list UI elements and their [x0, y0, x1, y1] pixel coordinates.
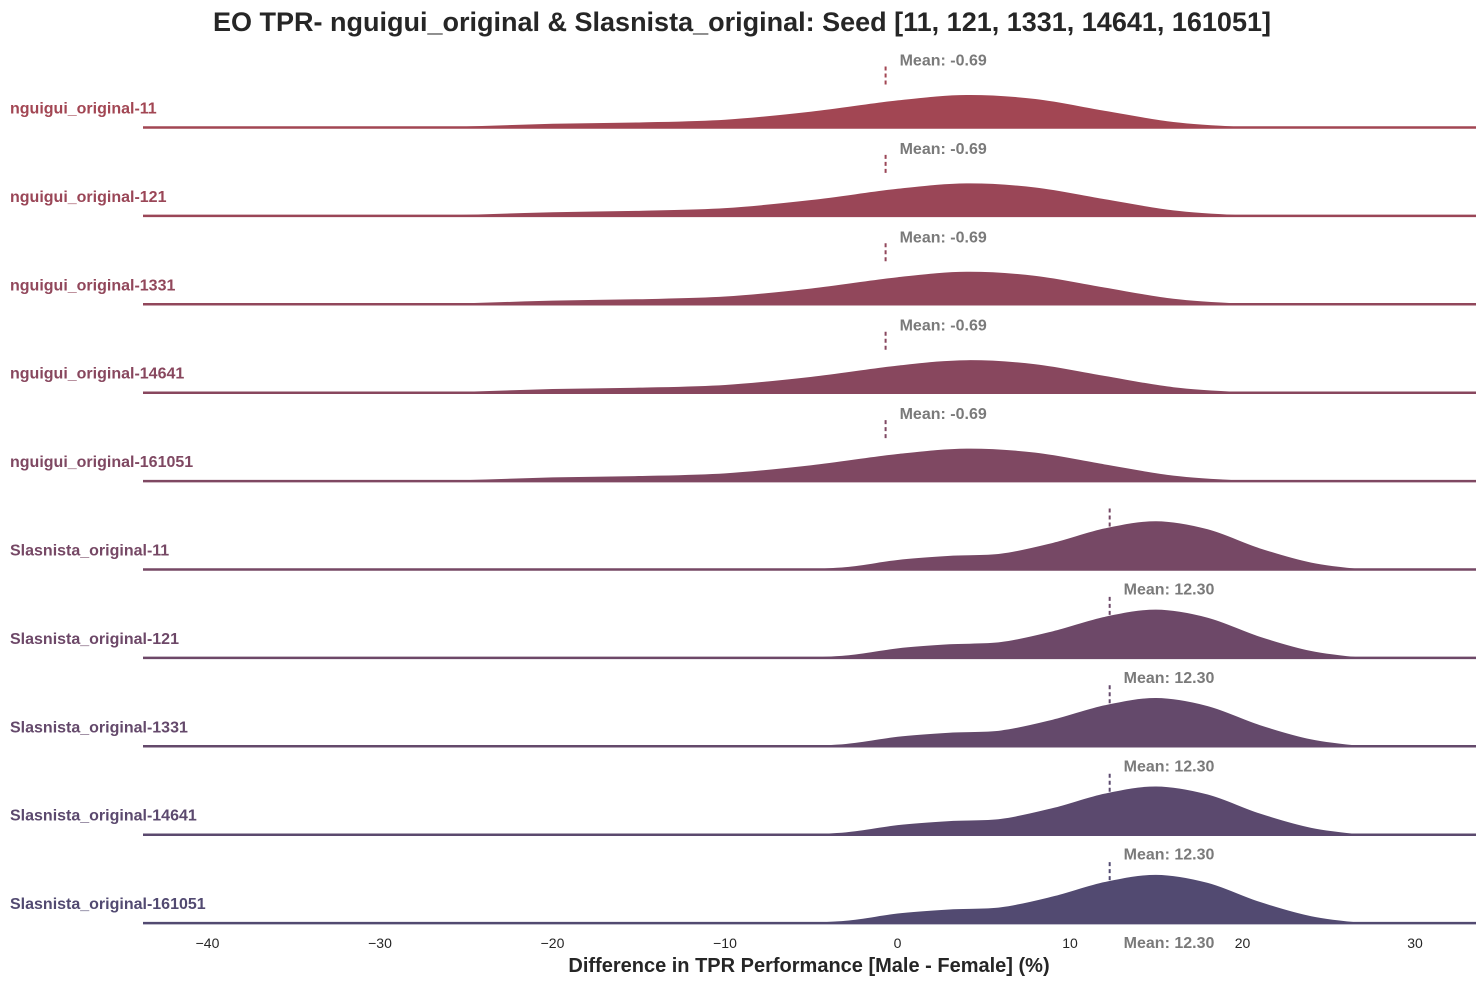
ridge-outline: [776, 783, 1398, 836]
ridge-nguigui_original-11: Mean: -0.69 nguigui_original-11: [10, 53, 1476, 129]
x-axis-label: Difference in TPR Performance [Male - Fe…: [568, 955, 1049, 977]
ridge-fill: [362, 358, 1312, 393]
mean-label: Mean: -0.69: [900, 53, 987, 70]
x-tick-label: −30: [368, 935, 392, 951]
ridge-nguigui_original-1331: Mean: -0.69 nguigui_original-1331: [10, 229, 1476, 306]
ridge-outline: [362, 269, 1312, 306]
mean-label: Mean: -0.69: [900, 141, 987, 158]
ridge-fill: [776, 608, 1398, 658]
ridge-fill: [776, 519, 1398, 570]
ridge-fill: [362, 93, 1312, 128]
row-label: nguigui_original-1331: [10, 277, 175, 294]
ridge-Slasnista_original-1331: Mean: 12.30 Slasnista_original-1331: [10, 685, 1476, 775]
ridge-outline: [776, 695, 1398, 748]
ridge-nguigui_original-121: Mean: -0.69 nguigui_original-121: [10, 141, 1476, 218]
ridge-outline: [776, 872, 1398, 925]
x-tick-label: −20: [541, 935, 565, 951]
row-label: Slasnista_original-161051: [10, 896, 206, 913]
mean-label: Mean: 12.30: [1124, 935, 1215, 952]
row-label: nguigui_original-11: [10, 101, 157, 118]
row-label: Slasnista_original-11: [10, 543, 169, 560]
ridge-fill: [362, 447, 1312, 482]
ridge-fill: [776, 696, 1398, 747]
row-label: nguigui_original-161051: [10, 454, 193, 471]
mean-label: Mean: 12.30: [1124, 582, 1215, 599]
x-axis: −40 −30 −20 −10 0 10 20 30: [196, 935, 1423, 951]
ridge-Slasnista_original-161051: Mean: 12.30 Slasnista_original-161051: [10, 862, 1476, 952]
ridge-fill: [362, 182, 1312, 216]
ridge-fill: [776, 873, 1398, 924]
mean-label: Mean: -0.69: [900, 406, 987, 423]
ridge-outline: [362, 357, 1312, 394]
mean-label: Mean: -0.69: [900, 318, 987, 335]
row-label: nguigui_original-14641: [10, 366, 184, 383]
ridge-nguigui_original-161051: Mean: -0.69 nguigui_original-161051: [10, 406, 1476, 483]
mean-label: Mean: 12.30: [1124, 758, 1215, 775]
ridge-fill: [776, 785, 1398, 835]
chart-title: EO TPR- nguigui_original & Slasnista_ori…: [213, 7, 1271, 37]
x-tick-label: 20: [1235, 935, 1251, 951]
mean-label: Mean: 12.30: [1124, 670, 1215, 687]
ridge-outline: [362, 180, 1312, 218]
ridge-outline: [362, 446, 1312, 483]
ridge-nguigui_original-14641: Mean: -0.69 nguigui_original-14641: [10, 318, 1476, 394]
row-label: Slasnista_original-1331: [10, 719, 188, 736]
x-tick-label: 10: [1062, 935, 1078, 951]
ridge-Slasnista_original-11: Mean: 12.30 Slasnista_original-11: [10, 508, 1476, 599]
x-tick-label: −40: [196, 935, 220, 951]
ridge-fill: [362, 270, 1312, 305]
ridge-Slasnista_original-14641: Mean: 12.30 Slasnista_original-14641: [10, 773, 1476, 864]
ridge-outline: [776, 607, 1398, 660]
x-tick-label: 30: [1407, 935, 1423, 951]
ridge-outline: [362, 92, 1312, 129]
ridge-outline: [776, 518, 1398, 571]
row-label: Slasnista_original-14641: [10, 808, 197, 825]
row-label: nguigui_original-121: [10, 189, 167, 206]
x-tick-label: 0: [894, 935, 902, 951]
row-label: Slasnista_original-121: [10, 631, 179, 648]
ridge-Slasnista_original-121: Mean: 12.30 Slasnista_original-121: [10, 596, 1476, 687]
mean-label: Mean: -0.69: [900, 229, 987, 246]
x-tick-label: −10: [713, 935, 737, 951]
mean-label: Mean: 12.30: [1124, 847, 1215, 864]
